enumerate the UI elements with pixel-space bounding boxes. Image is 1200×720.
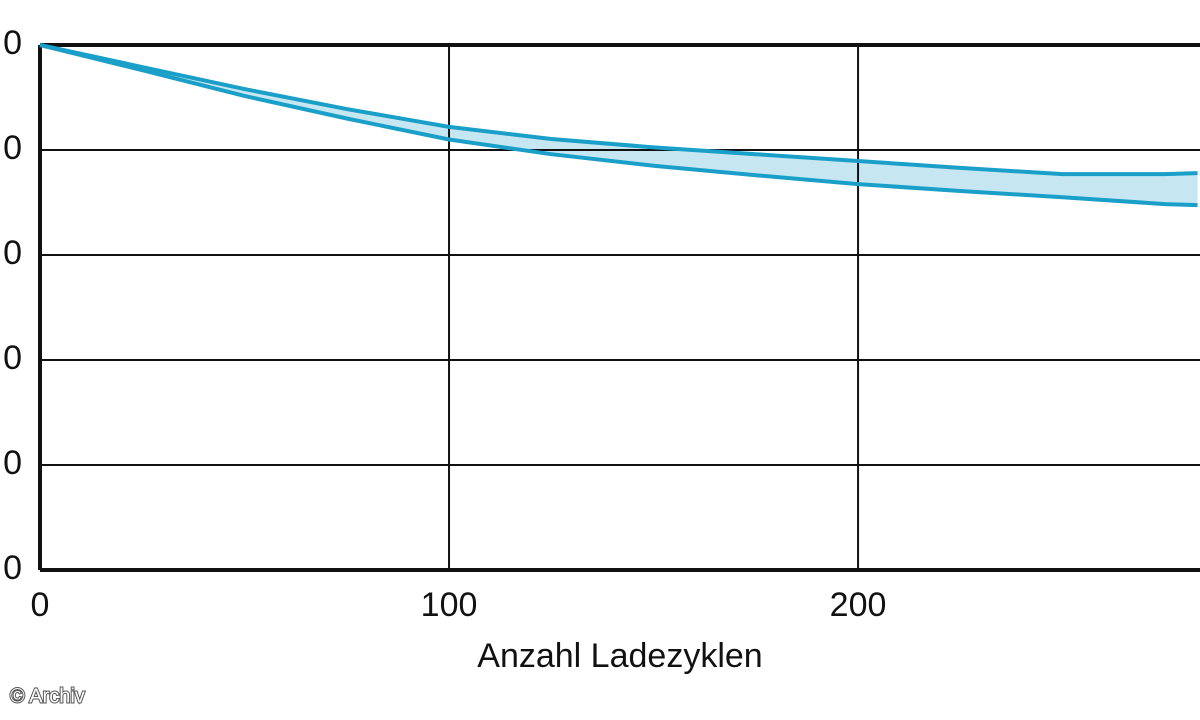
y-tick-label: 0 xyxy=(3,234,22,272)
x-tick-label: 200 xyxy=(830,586,887,624)
series-line xyxy=(39,43,1198,208)
series-line xyxy=(39,43,1198,177)
y-tick-label: 0 xyxy=(3,129,22,167)
x-axis-label: Anzahl Ladezyklen xyxy=(477,637,762,675)
x-tick-label: 0 xyxy=(31,586,50,624)
credit: © Archiv xyxy=(10,685,85,707)
y-tick-label: 0 xyxy=(3,24,22,62)
y-tick-label: 0 xyxy=(3,339,22,377)
y-tick-label: 0 xyxy=(3,444,22,482)
x-tick-label: 100 xyxy=(421,586,478,624)
y-tick-label: 0 xyxy=(3,549,22,587)
range-band xyxy=(40,45,1198,206)
